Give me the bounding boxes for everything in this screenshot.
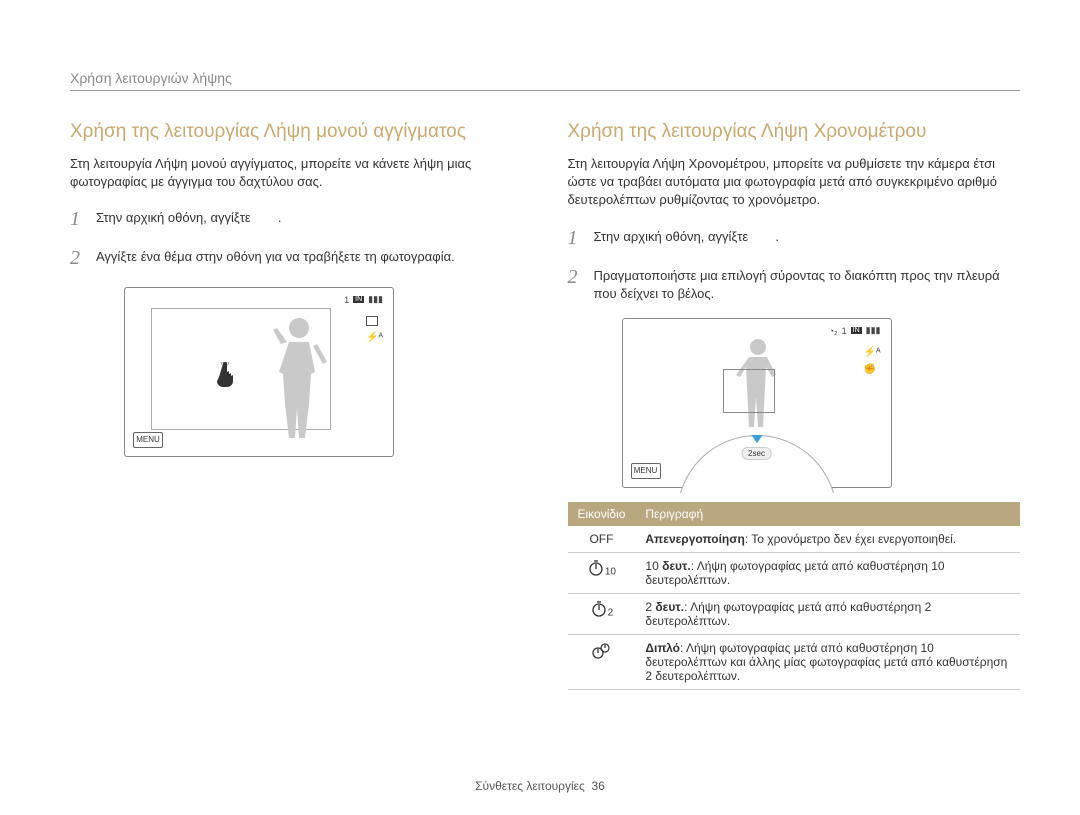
timer-icon: ◔₂ [829, 326, 838, 336]
side-icons: ⚡ᴬ [366, 316, 383, 343]
right-step-2: 2 Πραγματοποιήστε μια επιλογή σύροντας τ… [568, 263, 1021, 305]
top-status-icons: ◔₂ 1 IN ▮▮▮ [829, 325, 881, 336]
flash-icon: ⚡ᴬ [366, 332, 383, 343]
step-number: 1 [568, 224, 584, 253]
step2-text: Πραγματοποιήστε μια επιλογή σύροντας το … [594, 263, 1021, 305]
desc-cell: Απενεργοποίηση: Το χρονόμετρο δεν έχει ε… [635, 526, 1020, 553]
timer-options-table: Εικονίδιο Περιγραφή OFF Απενεργοποίηση: … [568, 502, 1021, 690]
left-screen: 1 IN ▮▮▮ ⚡ᴬ MENU [124, 287, 394, 457]
left-step-2: 2 Αγγίξτε ένα θέμα στην οθόνη για να τρα… [70, 244, 523, 273]
focus-box [723, 369, 775, 413]
icon-off: OFF [568, 526, 636, 553]
top-status-icons: 1 IN ▮▮▮ [344, 294, 383, 305]
table-row: Διπλό: Λήψη φωτογραφίας μετά από καθυστέ… [568, 635, 1021, 690]
table-row: 2 2 δευτ.: Λήψη φωτογραφίας μετά από καθ… [568, 594, 1021, 635]
breadcrumb: Χρήση λειτουργιών λήψης [70, 70, 1020, 91]
right-screen: ◔₂ 1 IN ▮▮▮ ⚡ᴬ ✊ 2sec MENU [622, 318, 892, 488]
th-icon: Εικονίδιο [568, 502, 636, 526]
table-row: 10 10 δευτ.: Λήψη φωτογραφίας μετά από κ… [568, 553, 1021, 594]
right-title: Χρήση της λειτουργίας Λήψη Χρονομέτρου [568, 121, 1021, 143]
dial-label: 2sec [741, 447, 772, 460]
step1-prefix: Στην αρχική οθόνη, αγγίξτε [594, 229, 749, 244]
side-icons: ⚡ᴬ ✊ [864, 347, 881, 375]
mode-icon [366, 316, 378, 326]
touch-hand-icon [215, 362, 237, 388]
flash-icon: ⚡ᴬ [864, 347, 881, 358]
step-number: 2 [568, 263, 584, 292]
battery-icon: ▮▮▮ [866, 325, 881, 336]
right-intro: Στη λειτουργία Λήψη Χρονομέτρου, μπορείτ… [568, 155, 1021, 210]
page-footer: Σύνθετες λειτουργίες 36 [0, 779, 1080, 793]
step-number: 1 [70, 205, 86, 234]
menu-button[interactable]: MENU [133, 432, 163, 448]
icon-timer-2: 2 [568, 594, 636, 635]
left-title: Χρήση της λειτουργίας Λήψη μονού αγγίγμα… [70, 121, 523, 143]
in-icon: IN [353, 296, 364, 303]
right-column: Χρήση της λειτουργίας Λήψη Χρονομέτρου Σ… [568, 121, 1021, 690]
table-row: OFF Απενεργοποίηση: Το χρονόμετρο δεν έχ… [568, 526, 1021, 553]
icon-timer-double [568, 635, 636, 690]
left-column: Χρήση της λειτουργίας Λήψη μονού αγγίγμα… [70, 121, 523, 690]
left-intro: Στη λειτουργία Λήψη μονού αγγίγματος, μπ… [70, 155, 523, 191]
person-silhouette [269, 314, 329, 444]
in-icon: IN [851, 327, 862, 334]
desc-cell: 2 δευτ.: Λήψη φωτογραφίας μετά από καθυσ… [635, 594, 1020, 635]
step1-suffix: . [775, 229, 779, 244]
step1-suffix: . [278, 210, 282, 225]
desc-cell: Διπλό: Λήψη φωτογραφίας μετά από καθυστέ… [635, 635, 1020, 690]
battery-icon: ▮▮▮ [368, 294, 383, 305]
step2-text: Αγγίξτε ένα θέμα στην οθόνη για να τραβή… [96, 244, 455, 267]
th-desc: Περιγραφή [635, 502, 1020, 526]
step-number: 2 [70, 244, 86, 273]
right-step-1: 1 Στην αρχική οθόνη, αγγίξτε . [568, 224, 1021, 253]
step1-prefix: Στην αρχική οθόνη, αγγίξτε [96, 210, 251, 225]
stabilizer-icon: ✊ [864, 364, 881, 375]
menu-button[interactable]: MENU [631, 463, 661, 479]
icon-timer-10: 10 [568, 553, 636, 594]
dial-arrow-icon [747, 435, 767, 443]
timer-dial[interactable]: 2sec [677, 435, 837, 493]
left-step-1: 1 Στην αρχική οθόνη, αγγίξτε . [70, 205, 523, 234]
desc-cell: 10 δευτ.: Λήψη φωτογραφίας μετά από καθυ… [635, 553, 1020, 594]
